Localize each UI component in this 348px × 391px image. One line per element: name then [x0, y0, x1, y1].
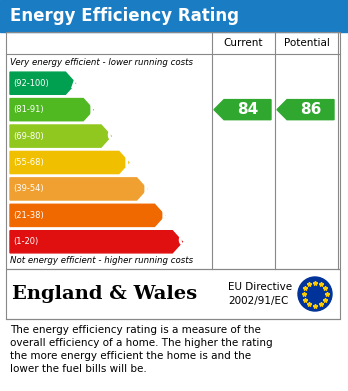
Bar [6, 269, 340, 319]
Bar [0, 0, 348, 32]
Text: (21-38): (21-38) [13, 211, 44, 220]
Circle shape [298, 277, 332, 311]
Bar [6, 32, 340, 269]
Polygon shape [10, 72, 76, 94]
Text: 84: 84 [237, 102, 258, 117]
Polygon shape [10, 99, 93, 121]
Text: The energy efficiency rating is a measure of the: The energy efficiency rating is a measur… [10, 325, 261, 335]
Text: (55-68): (55-68) [13, 158, 44, 167]
Text: C: C [106, 129, 118, 143]
Polygon shape [10, 231, 182, 253]
Text: EU Directive: EU Directive [228, 282, 292, 292]
Polygon shape [10, 125, 111, 147]
Text: 2002/91/EC: 2002/91/EC [228, 296, 288, 306]
Polygon shape [10, 151, 129, 174]
Text: G: G [177, 234, 190, 249]
Text: 86: 86 [300, 102, 321, 117]
Text: (1-20): (1-20) [13, 237, 38, 246]
Text: Not energy efficient - higher running costs: Not energy efficient - higher running co… [10, 256, 193, 265]
Text: the more energy efficient the home is and the: the more energy efficient the home is an… [10, 351, 251, 361]
Text: England & Wales: England & Wales [12, 285, 197, 303]
Text: A: A [71, 76, 82, 91]
Polygon shape [10, 204, 165, 226]
Text: (81-91): (81-91) [13, 105, 44, 114]
Text: E: E [143, 181, 153, 196]
Polygon shape [277, 100, 334, 120]
Text: B: B [88, 102, 100, 117]
Text: Potential: Potential [284, 38, 330, 48]
Polygon shape [10, 178, 147, 200]
Text: Current: Current [224, 38, 263, 48]
Text: Very energy efficient - lower running costs: Very energy efficient - lower running co… [10, 58, 193, 67]
Text: F: F [160, 208, 171, 223]
Text: (92-100): (92-100) [13, 79, 49, 88]
Text: Energy Efficiency Rating: Energy Efficiency Rating [10, 7, 239, 25]
Text: lower the fuel bills will be.: lower the fuel bills will be. [10, 364, 147, 374]
Text: D: D [124, 155, 136, 170]
Text: (39-54): (39-54) [13, 185, 44, 194]
Polygon shape [214, 100, 271, 120]
Text: (69-80): (69-80) [13, 131, 44, 141]
Text: overall efficiency of a home. The higher the rating: overall efficiency of a home. The higher… [10, 338, 272, 348]
